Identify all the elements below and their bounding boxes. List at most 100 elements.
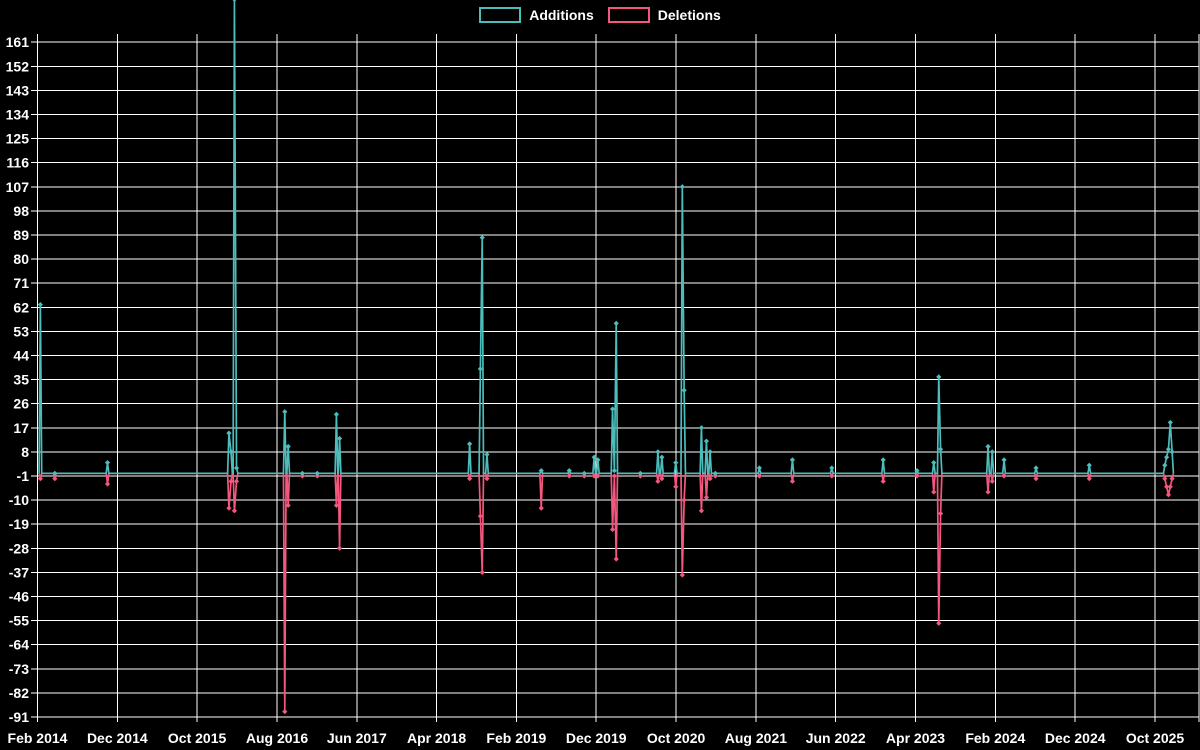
additions-point-marker xyxy=(985,443,991,450)
additions-point-marker xyxy=(467,441,473,447)
deletions-point-marker xyxy=(880,478,886,484)
additions-point-marker xyxy=(1086,462,1092,468)
additions-point-marker xyxy=(989,449,995,455)
deletions-point-marker xyxy=(484,476,490,482)
y-axis-tick-label: 26 xyxy=(13,396,29,412)
deletions-point-marker xyxy=(479,569,485,575)
deletions-point-marker xyxy=(226,505,232,511)
deletions-point-marker xyxy=(655,478,661,484)
y-axis-tick-label: 71 xyxy=(13,275,29,291)
deletions-point-marker xyxy=(989,478,995,484)
deletions-point-marker xyxy=(299,473,305,479)
y-axis-tick-label: -64 xyxy=(9,637,29,653)
y-axis-tick-label: -1 xyxy=(17,468,30,484)
additions-point-marker xyxy=(931,459,937,466)
additions-point-marker xyxy=(609,406,616,412)
additions-point-marker xyxy=(232,0,237,2)
deletions-point-marker xyxy=(1001,473,1007,479)
x-axis-tick-label: Oct 2020 xyxy=(647,730,706,746)
deletions-point-marker xyxy=(581,473,587,479)
additions-point-marker xyxy=(1162,462,1168,468)
additions-point-marker xyxy=(679,184,685,190)
additions-point-marker xyxy=(829,465,835,471)
deletions-point-marker xyxy=(52,476,58,482)
additions-point-marker xyxy=(756,465,762,471)
x-axis-tick-label: Feb 2014 xyxy=(8,730,68,746)
deletions-point-marker xyxy=(566,473,572,479)
deletions-point-marker xyxy=(538,505,544,511)
y-axis-tick-label: 53 xyxy=(13,323,29,339)
deletions-point-marker xyxy=(681,497,687,503)
deletions-point-marker xyxy=(931,489,937,495)
x-axis-tick-label: Apr 2018 xyxy=(407,730,466,746)
y-axis-tick-label: 152 xyxy=(6,58,30,74)
y-axis-tick-label: 143 xyxy=(6,82,30,98)
additions-point-marker xyxy=(659,454,665,460)
additions-point-marker xyxy=(336,435,343,442)
deletions-point-marker xyxy=(914,473,920,479)
deletions-line xyxy=(38,472,1175,712)
y-axis-tick-label: 116 xyxy=(6,155,29,171)
deletions-point-marker xyxy=(707,476,713,482)
x-axis-tick-label: Jun 2022 xyxy=(806,730,866,746)
deletions-point-marker xyxy=(1169,476,1175,482)
deletions-point-marker xyxy=(673,484,679,490)
deletions-point-marker xyxy=(613,556,619,562)
additions-point-marker xyxy=(1165,446,1172,452)
x-axis-tick-label: Dec 2024 xyxy=(1045,730,1106,746)
y-axis-tick-label: 17 xyxy=(13,420,29,436)
deletions-point-marker xyxy=(1086,476,1092,482)
additions-point-marker xyxy=(285,443,291,450)
additions-point-marker xyxy=(712,470,718,476)
y-axis-tick-label: 98 xyxy=(13,203,29,219)
y-axis-tick-label: -82 xyxy=(9,685,29,701)
deletions-point-marker xyxy=(679,572,685,578)
additions-point-marker xyxy=(681,387,687,393)
y-axis-tick-label: 161 xyxy=(6,34,30,50)
deletions-point-marker xyxy=(282,709,288,715)
deletions-point-marker xyxy=(756,473,762,479)
deletions-point-marker xyxy=(703,494,710,500)
additions-point-marker xyxy=(591,454,597,460)
y-axis-tick-label: 80 xyxy=(13,251,29,267)
y-axis-tick-label: -19 xyxy=(9,516,29,532)
deletions-point-marker xyxy=(936,620,942,626)
legend-item-deletions[interactable]: Deletions xyxy=(607,7,721,23)
deletions-point-marker xyxy=(336,545,343,551)
deletions-point-marker xyxy=(37,476,43,482)
additions-point-marker xyxy=(613,320,619,326)
y-axis-tick-label: 44 xyxy=(13,348,29,364)
chart-legend: Additions Deletions xyxy=(0,7,1200,23)
additions-point-marker xyxy=(937,446,944,452)
y-axis-tick-label: -28 xyxy=(9,540,29,556)
additions-point-marker xyxy=(936,374,942,380)
y-axis-tick-label: -10 xyxy=(9,492,29,508)
x-axis-tick-label: Feb 2024 xyxy=(965,730,1025,746)
additions-point-marker xyxy=(655,449,661,455)
deletions-point-marker xyxy=(1164,484,1170,490)
additions-point-marker xyxy=(1033,465,1039,471)
deletions-point-marker xyxy=(228,478,234,484)
y-axis-tick-label: 62 xyxy=(13,299,29,315)
deletions-point-marker xyxy=(789,478,796,484)
deletions-point-marker xyxy=(712,473,718,479)
x-axis-tick-label: Apr 2023 xyxy=(886,730,945,746)
additions-point-marker xyxy=(538,468,544,474)
y-axis-tick-label: 35 xyxy=(13,372,29,388)
additions-swatch-icon xyxy=(479,7,522,23)
legend-item-additions[interactable]: Additions xyxy=(479,7,594,23)
additions-point-marker xyxy=(52,470,58,476)
deletions-point-marker xyxy=(698,508,705,514)
deletions-point-marker xyxy=(659,476,665,482)
deletions-point-marker xyxy=(1167,484,1173,490)
additions-line xyxy=(38,0,1175,475)
y-axis-tick-label: 134 xyxy=(6,107,30,123)
additions-point-marker xyxy=(566,468,572,474)
y-axis-tick-label: -46 xyxy=(9,589,29,605)
additions-point-marker xyxy=(914,468,920,474)
additions-point-marker xyxy=(637,470,643,476)
deletions-point-marker xyxy=(333,502,340,509)
additions-point-marker xyxy=(698,425,705,431)
additions-point-marker xyxy=(880,457,886,463)
